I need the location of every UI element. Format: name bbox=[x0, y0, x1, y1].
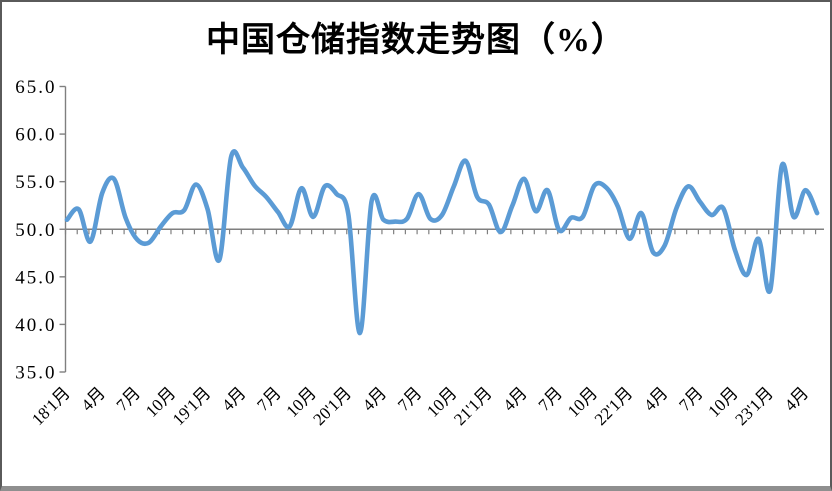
y-axis-label: 40.0 bbox=[15, 315, 56, 336]
x-axis-label: 4月 bbox=[359, 383, 390, 414]
y-axis-label: 35.0 bbox=[15, 363, 56, 384]
y-axis-label: 65.0 bbox=[15, 77, 56, 98]
warehousing-index-series-line bbox=[64, 149, 820, 336]
x-axis-label: 7月 bbox=[113, 383, 144, 414]
x-axis-label: 7月 bbox=[535, 383, 566, 414]
x-axis-label: 18'1月 bbox=[28, 383, 74, 429]
x-axis-label: 7月 bbox=[253, 383, 284, 414]
x-axis-label: 4月 bbox=[78, 383, 109, 414]
x-axis-label: 4月 bbox=[640, 383, 671, 414]
x-axis-label: 7月 bbox=[394, 383, 425, 414]
x-axis-label: 20'1月 bbox=[309, 383, 355, 429]
x-axis-label: 19'1月 bbox=[169, 383, 215, 429]
x-axis-label: 4月 bbox=[218, 383, 249, 414]
chart-title: 中国仓储指数走势图（%） bbox=[206, 22, 626, 59]
y-axis-label: 45.0 bbox=[15, 267, 56, 288]
x-axis-label: 7月 bbox=[675, 383, 706, 414]
x-axis-label: 21'1月 bbox=[450, 383, 496, 429]
y-axis-label: 50.0 bbox=[15, 220, 56, 241]
x-axis-label: 4月 bbox=[781, 383, 812, 414]
y-axis-label: 55.0 bbox=[15, 172, 56, 193]
x-axis-label: 23'1月 bbox=[731, 383, 777, 429]
x-axis-label: 22'1月 bbox=[591, 383, 637, 429]
x-axis-label: 4月 bbox=[499, 383, 530, 414]
y-axis-label: 60.0 bbox=[15, 125, 56, 146]
